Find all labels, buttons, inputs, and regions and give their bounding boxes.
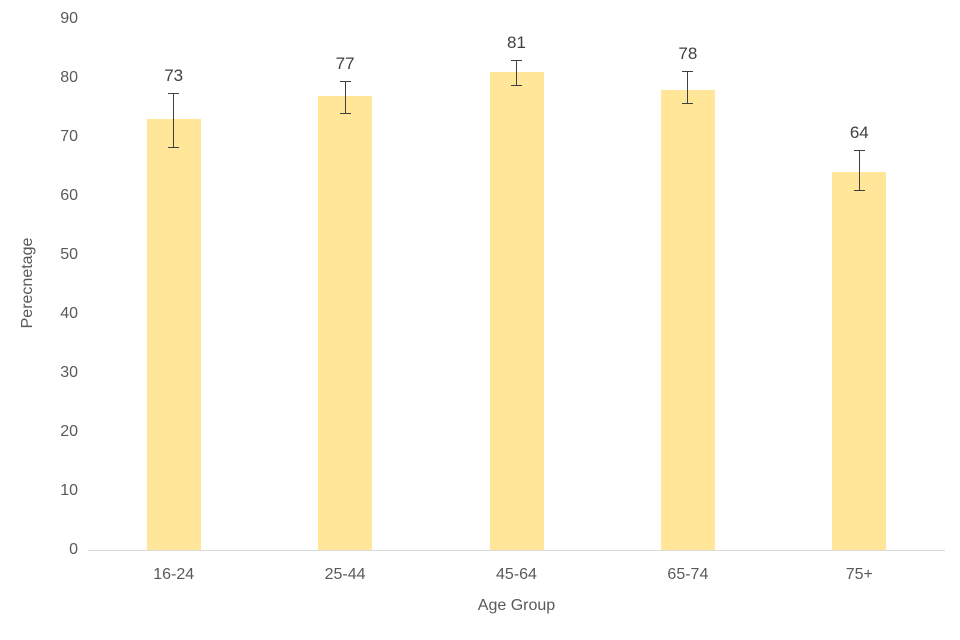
x-category-label: 45-64 <box>496 566 537 583</box>
bar <box>832 172 887 550</box>
data-label: 77 <box>335 53 355 73</box>
error-bar-cap-bottom <box>853 190 865 192</box>
y-tick-label: 50 <box>60 246 78 263</box>
x-category-label: 25-44 <box>324 566 366 583</box>
error-bar <box>516 60 517 86</box>
data-label: 78 <box>678 43 698 63</box>
bar <box>318 95 373 550</box>
error-bar-cap-top <box>682 70 694 72</box>
data-label: 73 <box>164 65 184 85</box>
y-tick-label: 80 <box>60 69 78 86</box>
error-bar-cap-bottom <box>168 147 180 149</box>
x-category-label: 65-74 <box>667 566 709 583</box>
data-label: 81 <box>507 33 526 53</box>
y-tick-label: 40 <box>60 305 78 322</box>
x-category-label: 75+ <box>845 566 873 583</box>
y-tick-label: 10 <box>60 482 78 499</box>
error-bar-cap-bottom <box>682 102 694 104</box>
error-bar-cap-top <box>853 149 865 151</box>
x-axis-line <box>88 550 945 551</box>
x-category-label: 16-24 <box>153 566 195 583</box>
y-tick-label: 70 <box>60 128 78 145</box>
error-bar-cap-top <box>511 60 522 62</box>
data-label: 64 <box>849 122 869 142</box>
error-bar <box>344 80 346 114</box>
bar <box>146 119 201 550</box>
bar <box>660 89 715 550</box>
error-bar-cap-top <box>339 80 351 82</box>
y-tick-label: 90 <box>60 10 78 27</box>
y-tick-label: 20 <box>60 423 78 440</box>
error-bar <box>687 70 689 103</box>
y-tick-label: 60 <box>60 187 78 204</box>
error-bar-cap-top <box>168 92 180 94</box>
error-bar-cap-bottom <box>511 85 522 87</box>
error-bar <box>173 92 175 148</box>
x-axis-title: Age Group <box>477 597 556 614</box>
y-tick-label: 30 <box>60 364 78 381</box>
error-bar-cap-bottom <box>339 113 351 115</box>
bar <box>489 72 544 550</box>
y-tick-label: 0 <box>69 541 78 558</box>
error-bar <box>858 149 860 191</box>
